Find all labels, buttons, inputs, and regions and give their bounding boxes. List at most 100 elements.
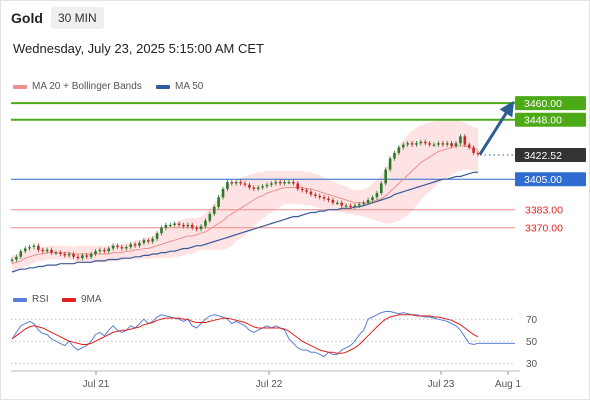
candle-body xyxy=(54,252,58,254)
rsi-ma-line xyxy=(11,314,479,354)
level-label-3448.00: 3448.00 xyxy=(524,115,562,127)
candle-body xyxy=(393,152,396,159)
candle-body xyxy=(85,255,89,257)
candle-body xyxy=(441,143,445,145)
candle-body xyxy=(450,143,453,146)
candle-body xyxy=(177,223,181,225)
timeframe-button[interactable]: 30 MIN xyxy=(51,7,104,29)
candle-body xyxy=(314,194,317,196)
candle-body xyxy=(300,188,304,191)
candle-body xyxy=(204,220,207,227)
candle-body xyxy=(146,240,150,242)
candle-body xyxy=(168,224,172,227)
candle-body xyxy=(248,184,251,188)
candle-body xyxy=(375,193,379,198)
candle-body xyxy=(287,182,291,184)
legend-ma-bb-label: MA 20 + Bollinger Bands xyxy=(32,81,142,92)
candle-body xyxy=(15,256,18,260)
level-tag-3422.52 xyxy=(515,147,586,162)
candle-body xyxy=(309,191,313,195)
candle-body xyxy=(41,249,45,252)
candle-body xyxy=(72,254,75,257)
candle-body xyxy=(125,247,128,249)
candle-body xyxy=(138,242,141,246)
rsi-tick-50: 50 xyxy=(526,337,538,348)
rsi-ma-swatch xyxy=(62,297,76,302)
candle-body xyxy=(103,249,106,252)
projection-arrow xyxy=(478,100,515,156)
rsi-tick-70: 70 xyxy=(526,315,538,326)
candle-body xyxy=(406,143,409,145)
x-tick-Jul-21: Jul 21 xyxy=(83,379,110,390)
candle-body xyxy=(89,254,93,257)
candle-body xyxy=(129,244,132,248)
candle-body xyxy=(371,197,374,200)
candle-body xyxy=(252,187,256,189)
candle-body xyxy=(349,205,352,207)
legend-rsi: RSI xyxy=(13,294,49,305)
candle-body xyxy=(164,224,168,228)
level-label-3422.52: 3422.52 xyxy=(524,150,562,162)
candle-body xyxy=(111,245,115,249)
candle-body xyxy=(428,143,431,145)
ma50-line xyxy=(11,171,478,273)
candle-body xyxy=(388,158,392,170)
candle-body xyxy=(415,143,418,145)
x-tick-Jul-23: Jul 23 xyxy=(428,379,455,390)
level-label-3405.00: 3405.00 xyxy=(524,174,562,186)
candle-body xyxy=(116,245,119,248)
level-tag-3405.00 xyxy=(515,172,586,187)
candle-body xyxy=(397,147,401,153)
candle-body xyxy=(50,249,53,253)
candle-body xyxy=(296,183,300,189)
level-label-3383.00: 3383.00 xyxy=(525,205,563,217)
ma20-line xyxy=(11,145,479,265)
candle-body xyxy=(476,152,480,155)
candle-body xyxy=(379,183,383,194)
level-label-3460.00: 3460.00 xyxy=(524,98,562,110)
x-tick-Jul-22: Jul 22 xyxy=(256,379,283,390)
candle-body xyxy=(10,259,14,261)
candle-body xyxy=(305,190,308,192)
candle-body xyxy=(221,188,225,198)
candle-body xyxy=(454,143,458,146)
legend-rsi-ma: 9MA xyxy=(62,294,102,305)
candle-body xyxy=(28,247,31,249)
legend-ma-bb: MA 20 + Bollinger Bands xyxy=(13,81,142,92)
candle-body xyxy=(401,144,405,148)
ma-bb-swatch xyxy=(13,84,27,89)
candle-body xyxy=(37,245,40,250)
candle-body xyxy=(419,141,423,144)
candle-body xyxy=(45,249,49,252)
candle-body xyxy=(265,184,269,187)
candle-body xyxy=(230,182,234,184)
candle-body xyxy=(217,197,220,207)
candle-body xyxy=(59,252,62,254)
candle-body xyxy=(362,202,365,205)
candle-body xyxy=(234,182,238,184)
candle-body xyxy=(318,195,322,198)
candle-body xyxy=(120,247,124,249)
candle-body xyxy=(243,183,247,185)
candle-body xyxy=(261,186,264,188)
candle-body xyxy=(67,254,71,256)
candle-body xyxy=(173,223,176,225)
x-tick-Aug-1: Aug 1 xyxy=(495,379,522,390)
candle-body xyxy=(283,182,286,184)
legend-ma50-label: MA 50 xyxy=(175,81,204,92)
candle-body xyxy=(186,224,190,227)
ma50-swatch xyxy=(156,84,170,89)
legend-ma50: MA 50 xyxy=(156,81,203,92)
candle-body xyxy=(336,202,339,204)
rsi-tick-30: 30 xyxy=(526,359,538,370)
candle-body xyxy=(32,245,36,248)
candle-body xyxy=(94,251,97,254)
symbol-title: Gold xyxy=(11,10,43,26)
legend-rsi-label: RSI xyxy=(32,294,49,305)
candle-body xyxy=(155,233,159,239)
candle-body xyxy=(195,227,198,230)
candle-body xyxy=(151,238,154,242)
candle-body xyxy=(384,169,387,184)
candle-body xyxy=(344,205,348,207)
